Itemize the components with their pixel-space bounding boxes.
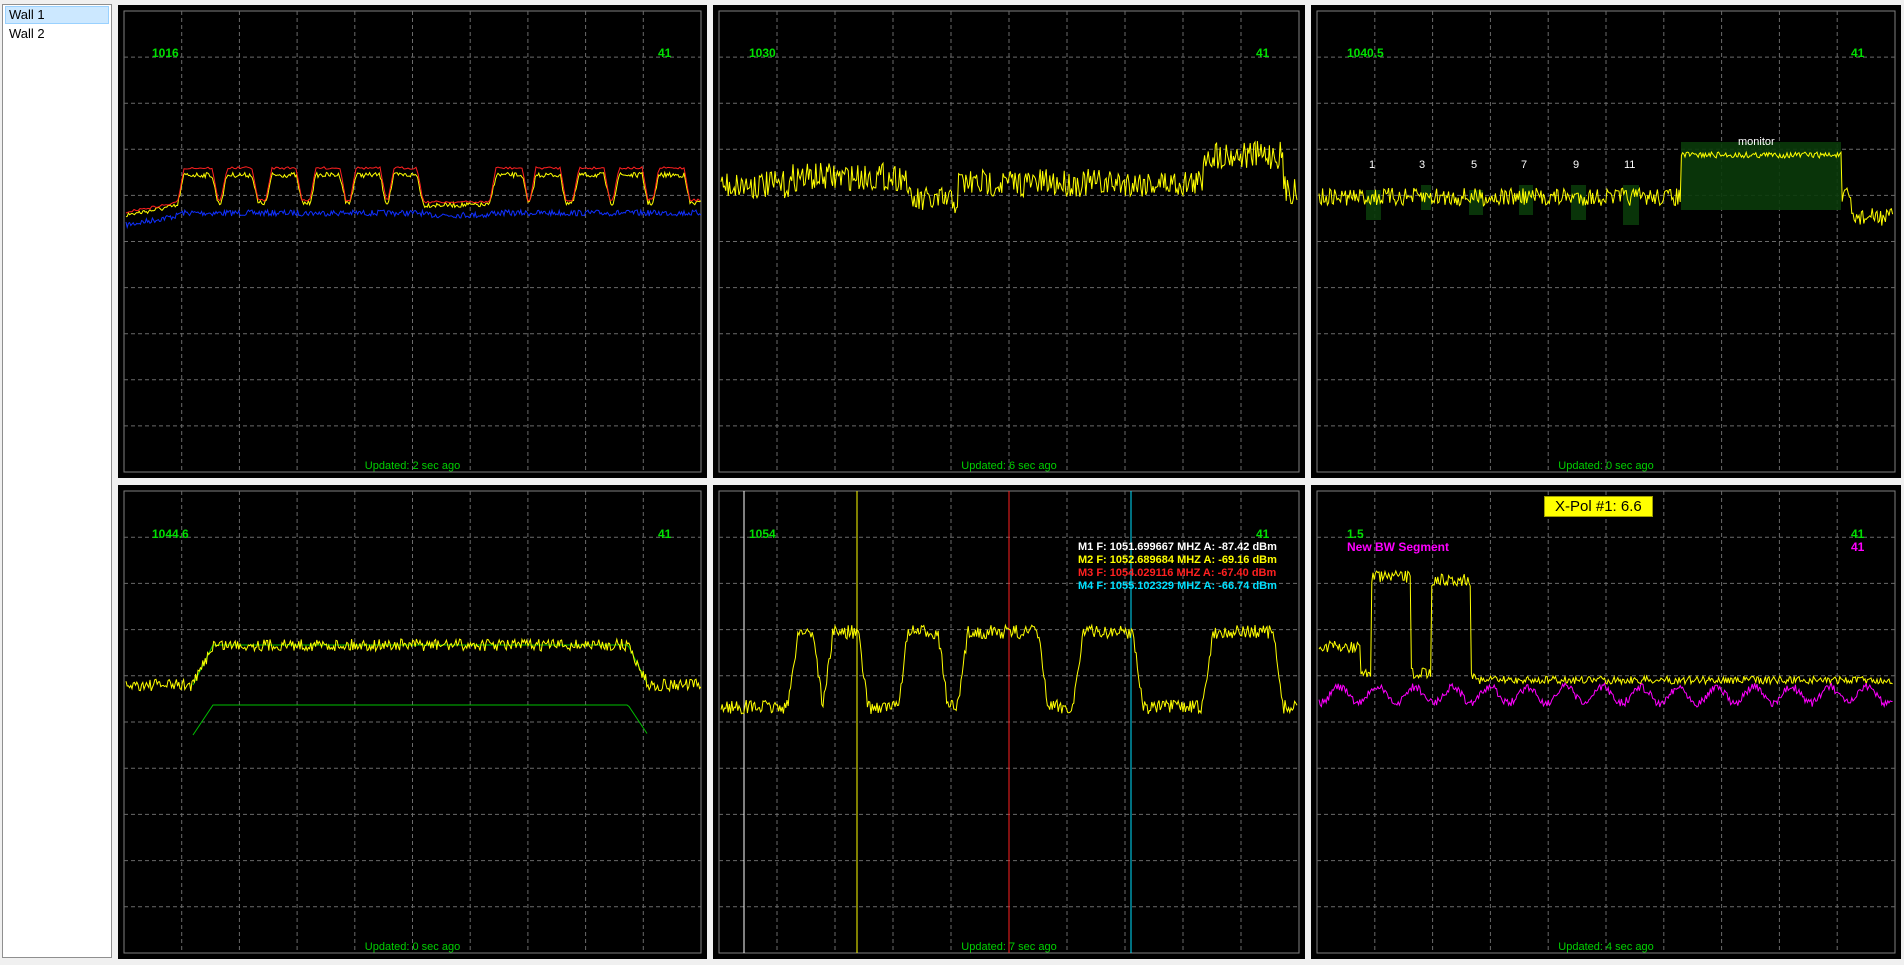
channel-label-1: 1 (1369, 159, 1375, 171)
spectrum-panel-6[interactable]: X-Pol #1: 6.6 1.5 41 New BW Segment 41 U… (1311, 485, 1901, 959)
spectrum-plot-2 (718, 10, 1300, 473)
level-label: 41 (1256, 527, 1270, 541)
updated-status: Updated: 0 sec ago (1558, 460, 1654, 472)
level-label: 41 (1851, 46, 1865, 60)
wall-list[interactable]: Wall 1 Wall 2 (2, 4, 112, 958)
level-label: 41 (658, 527, 672, 541)
center-frequency-label: 1.5 (1347, 527, 1364, 541)
center-frequency-label: 1054 (749, 527, 776, 541)
monitor-label: monitor (1738, 136, 1775, 148)
yellow-trace (1318, 569, 1893, 686)
yellow-trace (1318, 150, 1894, 226)
channel-label-4: 7 (1521, 159, 1527, 171)
level-label: 41 (658, 46, 672, 60)
red-trace (125, 165, 701, 214)
wall-item-1[interactable]: Wall 1 (5, 6, 109, 24)
updated-status: Updated: 6 sec ago (961, 460, 1057, 472)
level-label: 41 (1256, 46, 1270, 60)
channel-box-1 (1366, 190, 1381, 220)
center-frequency-label: 1016 (152, 46, 179, 60)
channel-label-2: 3 (1419, 159, 1425, 171)
spectrum-panel-5[interactable]: 1054 41 M1 F: 1051.699667 MHZ A: -87.42 … (713, 485, 1305, 959)
center-frequency-label: 1030 (749, 46, 776, 60)
channel-label-5: 9 (1573, 159, 1579, 171)
marker-4-readout: M4 F: 1055.102329 MHZ A: -66.74 dBm (1078, 580, 1277, 592)
yellow-trace (720, 623, 1298, 715)
spectrum-panel-1[interactable]: 1016 41 Updated: 2 sec ago (118, 5, 707, 478)
grid (1316, 490, 1896, 954)
magenta-trace (1318, 681, 1893, 708)
xpol-readout: X-Pol #1: 6.6 (1544, 496, 1653, 517)
spectrum-panel-2[interactable]: 1030 41 Updated: 6 sec ago (713, 5, 1305, 478)
grid (718, 10, 1300, 473)
yellow-trace (125, 637, 702, 693)
yellow-trace (720, 140, 1298, 214)
spectrum-panel-4[interactable]: 1044.6 41 Updated: 0 sec ago (118, 485, 707, 959)
updated-status: Updated: 7 sec ago (961, 941, 1057, 953)
spectrum-plot-6 (1316, 490, 1896, 954)
channel-box-2 (1421, 185, 1431, 210)
updated-status: Updated: 4 sec ago (1558, 941, 1654, 953)
bw-segment-label: New BW Segment (1347, 540, 1450, 554)
updated-status: Updated: 2 sec ago (364, 460, 461, 472)
spectrum-panel-3[interactable]: 1 3 5 7 9 11 monitor 1040.5 41 Updated: 0 sec … (1311, 5, 1901, 478)
center-frequency-label: 1044.6 (152, 527, 189, 541)
spectrum-plot-1 (123, 10, 702, 473)
updated-status: Updated: 0 sec ago (364, 941, 461, 953)
blue-trace (125, 208, 702, 230)
marker-1-readout: M1 F: 1051.699667 MHZ A: -87.42 dBm (1078, 541, 1277, 553)
marker-2-readout: M2 F: 1052.689684 MHZ A: -69.16 dBm (1078, 554, 1277, 566)
grid (123, 10, 702, 473)
marker-3-readout: M3 F: 1054.029116 MHZ A: -67.40 dBm (1078, 567, 1277, 579)
yellow-trace (125, 170, 702, 218)
grid (123, 490, 702, 954)
spectrum-plot-4 (123, 490, 702, 954)
channel-label-6: 11 (1624, 159, 1635, 171)
bw-segment-level: 41 (1851, 540, 1865, 554)
mask-lower (192, 704, 648, 736)
spectrum-plot-3: 1 3 5 7 9 11 monitor (1316, 10, 1896, 473)
level-label: 41 (1851, 527, 1865, 541)
spectrum-plot-5 (718, 490, 1300, 954)
wall-item-2[interactable]: Wall 2 (9, 26, 45, 41)
channel-label-3: 5 (1471, 159, 1477, 171)
center-frequency-label: 1040.5 (1347, 46, 1384, 60)
grid (1316, 10, 1896, 473)
